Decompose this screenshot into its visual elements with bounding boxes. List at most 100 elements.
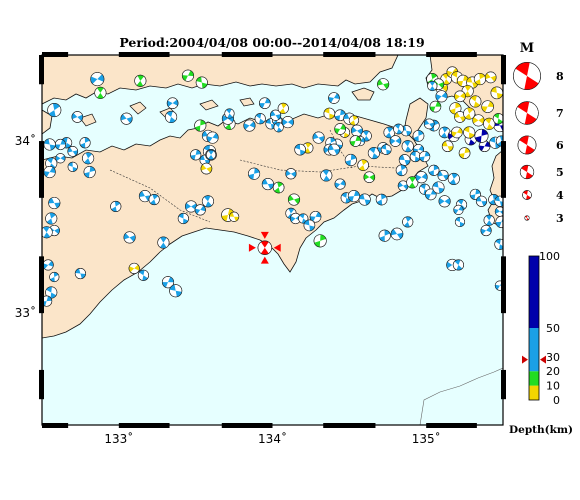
- earthquake-mechanism: [454, 216, 466, 228]
- earthquake-mechanism: [165, 110, 178, 124]
- earthquake-mechanism: [393, 123, 404, 135]
- earthquake-mechanism: [83, 165, 96, 179]
- earthquake-mechanism: [463, 126, 476, 139]
- earthquake-mechanism: [363, 171, 376, 184]
- magnitude-legend-symbol: [513, 62, 541, 90]
- earthquake-mechanism: [375, 193, 388, 206]
- earthquake-mechanism: [47, 103, 62, 118]
- earthquake-mechanism: [134, 74, 147, 87]
- earthquake-mechanism: [277, 102, 289, 114]
- frame-band: [39, 55, 44, 85]
- earthquake-mechanism: [469, 95, 482, 108]
- earthquake-mechanism: [243, 119, 256, 132]
- earthquake-mechanism: [451, 126, 463, 139]
- earthquake-mechanism: [419, 150, 431, 163]
- earthquake-mechanism: [452, 259, 465, 271]
- earthquake-mechanism: [177, 212, 189, 225]
- map-panel: 133˚ 134˚ 135˚ 33˚ 34˚: [15, 52, 506, 446]
- earthquake-mechanism: [490, 86, 503, 100]
- earthquake-mechanism: [483, 117, 496, 130]
- earthquake-mechanism: [334, 123, 346, 135]
- earthquake-mechanism: [349, 135, 362, 147]
- frame-band: [501, 369, 506, 400]
- earthquake-mechanism: [42, 226, 53, 239]
- earthquake-mechanism: [285, 168, 297, 180]
- earthquake-mechanism: [427, 80, 438, 92]
- frame-band: [42, 52, 69, 57]
- earthquake-mechanism: [137, 269, 149, 281]
- frame-band: [501, 55, 506, 85]
- earthquake-mechanism: [377, 78, 390, 91]
- land-islet: [129, 101, 147, 115]
- earthquake-mechanism: [449, 102, 462, 115]
- frame-band: [323, 52, 376, 57]
- depth-tick-label: 100: [539, 250, 560, 263]
- earthquake-mechanism: [437, 169, 449, 182]
- earthquake-mechanism: [281, 116, 294, 129]
- target-arrow: [260, 256, 269, 264]
- map-title: Period:2004/04/08 00:00--2014/04/08 18:1…: [119, 35, 424, 50]
- earthquake-mechanism: [194, 119, 207, 132]
- prefecture-border: [109, 169, 211, 223]
- frame-band: [42, 423, 69, 428]
- depth-tick-label: 50: [546, 322, 560, 335]
- earthquake-mechanism: [184, 200, 198, 213]
- depth-tick-label: 10: [546, 380, 560, 393]
- earthquake-mechanism: [312, 131, 325, 144]
- frame-band: [426, 423, 477, 428]
- magnitude-legend-label: 3: [556, 212, 564, 225]
- earthquake-mechanism: [412, 130, 425, 142]
- frame-band: [39, 256, 44, 314]
- depth-marker-left: [522, 355, 528, 364]
- frame-band: [221, 423, 273, 428]
- earthquake-mechanism: [328, 92, 340, 104]
- depth-tick-label: 20: [546, 365, 560, 378]
- earthquake-mechanism: [347, 190, 361, 203]
- earthquake-mechanism: [463, 107, 476, 120]
- earthquake-mechanism: [323, 107, 336, 120]
- earthquake-mechanism: [415, 171, 428, 184]
- earthquake-mechanism: [273, 122, 284, 133]
- earthquake-mechanism: [43, 165, 56, 179]
- earthquake-mechanism: [61, 137, 73, 149]
- earthquake-mechanism: [166, 97, 179, 110]
- earthquake-mechanism: [303, 219, 316, 232]
- earthquake-mechanism: [269, 109, 282, 121]
- earthquake-mechanism: [454, 111, 466, 123]
- earthquake-mechanism: [453, 204, 464, 215]
- earthquake-mechanism: [395, 164, 408, 177]
- earthquake-mechanism: [469, 188, 481, 200]
- earthquake-mechanism: [205, 149, 217, 160]
- earthquake-mechanism: [348, 115, 360, 126]
- earthquake-mechanism: [344, 153, 357, 167]
- frame-band: [323, 423, 376, 428]
- land-shodoshima: [351, 87, 375, 101]
- longitude-tick-label: 134˚: [258, 431, 287, 446]
- magnitude-legend-title: M: [520, 41, 534, 56]
- earthquake-mechanism: [128, 262, 140, 274]
- earthquake-mechanism: [320, 169, 333, 182]
- earthquake-mechanism: [406, 176, 419, 189]
- earthquake-mechanism: [441, 140, 454, 153]
- earthquake-mechanism: [224, 108, 235, 119]
- target-arrow: [273, 243, 281, 252]
- earthquake-mechanism: [67, 161, 78, 172]
- earthquake-mechanism: [74, 267, 86, 280]
- earthquake-mechanism: [401, 140, 414, 153]
- frame-band: [501, 141, 506, 198]
- earthquake-mechanism: [228, 211, 240, 222]
- longitude-tick-label: 135˚: [412, 431, 441, 446]
- earthquake-mechanism: [367, 147, 380, 160]
- longitude-tick-label: 133˚: [104, 431, 133, 446]
- earthquake-mechanism: [327, 143, 341, 156]
- depth-band: [529, 385, 539, 400]
- event-layer: [42, 66, 503, 307]
- earthquake-mechanism: [483, 214, 495, 226]
- depth-band: [529, 371, 539, 386]
- earthquake-mechanism: [432, 181, 445, 194]
- earthquake-mechanism: [43, 138, 56, 151]
- trench-line: [419, 367, 503, 425]
- magnitude-legend-symbol: [522, 190, 532, 200]
- earthquake-mechanism: [480, 224, 492, 237]
